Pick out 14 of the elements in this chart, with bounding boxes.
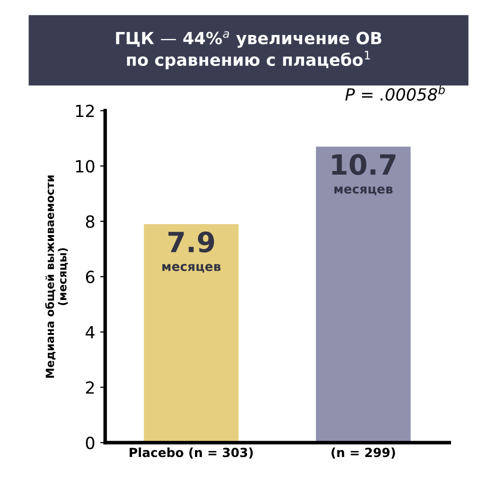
text: P = .00058$^{b}$ — [345, 85, 445, 101]
data-label: 10.7 месяцев — [332, 154, 396, 196]
y-tick-label: 4 — [86, 326, 95, 338]
x-tick-label: Placebo (n = 303) — [130, 448, 253, 459]
chart-title: ГЦК — 44%$^{a}$ увеличение ОВ по сравнению с плацебо$^{1}$ — [116, 31, 382, 70]
y-tick-label: 12 — [76, 104, 94, 117]
y-tick-label: 0 — [86, 436, 94, 450]
y-tick-label: 6 — [86, 270, 94, 284]
y-axis-title: Медиана общей выживаемости (месяцы) — [45, 175, 68, 378]
x-tick-label: (n = 299) — [332, 448, 396, 459]
y-tick-label: 2 — [86, 381, 94, 394]
y-tick-label: 8 — [86, 215, 94, 228]
y-tick-label: 10 — [76, 160, 94, 173]
data-label: 7.9 месяцев — [162, 232, 221, 273]
